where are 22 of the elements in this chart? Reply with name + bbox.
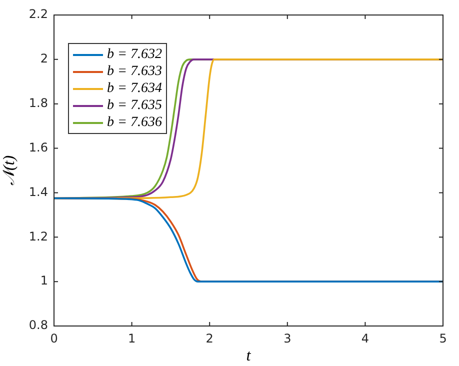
y-axis-title: 𝒩(t) — [0, 155, 18, 186]
legend-label: b = 7.632 — [107, 46, 162, 62]
y-tick-label: 1.2 — [28, 229, 48, 244]
legend-label: b = 7.635 — [107, 98, 162, 114]
y-tick-label: 0.8 — [28, 318, 48, 332]
x-tick-label: 4 — [361, 331, 370, 346]
x-tick-label: 5 — [439, 331, 447, 346]
y-tick-label: 1.6 — [28, 140, 48, 154]
line-series — [54, 197, 443, 282]
x-tick-label: 3 — [284, 331, 292, 346]
y-tick-label: 1.4 — [28, 184, 48, 199]
x-tick-label: 2 — [206, 331, 214, 346]
legend-label: b = 7.633 — [107, 64, 162, 80]
x-axis-title: t — [246, 348, 252, 365]
y-tick-label: 2.2 — [28, 7, 48, 22]
y-tick-label: 1.8 — [28, 96, 48, 110]
y-tick-label: 1 — [40, 274, 48, 288]
x-tick-label: 1 — [128, 331, 136, 346]
legend-label: b = 7.634 — [107, 80, 162, 96]
legend-label: b = 7.636 — [107, 114, 162, 130]
y-tick-label: 2 — [40, 52, 48, 66]
x-tick-label: 0 — [50, 331, 58, 346]
